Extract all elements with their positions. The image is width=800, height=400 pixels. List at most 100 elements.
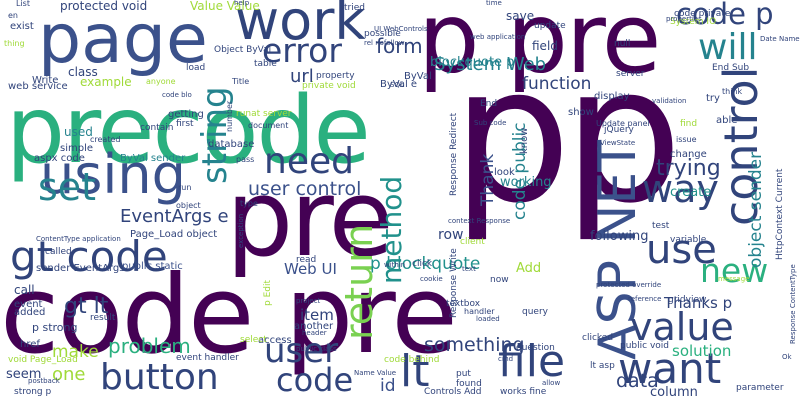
word-public-void: public void [620,341,669,351]
word-new: new [700,251,769,290]
word-lt-asp: lt asp [590,361,615,371]
word-sub-code: Sub code [474,119,507,127]
word-private-void: private void [302,81,356,91]
word-call: call [14,283,35,297]
word-within: within [384,261,406,269]
word-row: row [438,227,464,243]
word-variable: variable [670,235,707,245]
word-document: document [248,121,289,130]
word-href: href [20,339,40,350]
word-add: Add [516,261,542,276]
word-public-static: public static [122,261,183,272]
word-server: server [616,69,645,79]
word-code-private: code private [674,9,731,19]
word-controls-add: Controls Add [424,387,482,397]
word-sender-eventargs: sender EventArgs [36,263,125,274]
word-anyone: anyone [146,77,176,86]
word-write: Write [32,75,59,86]
word-create: create [670,185,712,200]
word-web-service: web service [8,81,68,92]
word-thanks-p: Thanks p [664,294,733,312]
word-find: find [680,119,698,129]
word-cmd: cmd [498,355,514,363]
word-web-ui: Web UI [284,260,337,278]
word-event-handler: event handler [176,353,239,363]
word-working: working [500,175,552,190]
word-change: change [670,149,707,160]
word-help: help [234,0,250,7]
word-end: End [480,99,498,109]
word-example: example [80,75,132,89]
word-object-sender: object sender [746,151,766,268]
word-property: property [316,71,355,81]
word-thank: Thank [478,153,498,206]
word-table: table [254,59,277,69]
word-trying: trying [656,156,721,181]
word-page: page [38,0,208,79]
word-code-pre: code pre [0,253,458,378]
word-user-control: user control [248,178,362,200]
word-jquery: jQuery [604,125,634,135]
word-column: column [650,385,698,400]
word-object: object [176,201,201,210]
word-know: know [519,127,530,154]
word-void-page-load: void Page_Load [8,355,78,365]
word-postback: postback [28,377,60,385]
word-database: database [208,139,255,150]
word-number: number [225,100,234,132]
word-name-value: Name Value [354,369,397,377]
word-test: test [652,221,670,231]
word-item: item [300,306,334,324]
word-value-value: Value Value [190,0,260,13]
word-load: load [186,63,206,73]
word-blockquote-p: blockquote p [430,55,515,70]
word-en: en [8,11,18,20]
word-value: value [630,305,734,349]
word-error: error [262,31,342,70]
word-following: following [590,229,649,244]
word-code-behind: code behind [384,355,440,365]
word-work: work [235,0,366,52]
word-save: save [506,9,535,23]
word-protected-void: protected void [60,0,148,13]
word-lt: lt [400,346,430,397]
word-created: created [90,135,121,144]
word-make: make [52,342,99,362]
word-something: something [424,334,525,356]
word-p-edit: p Edit [263,279,273,306]
word-runat-server: runat server [236,109,292,119]
word-byval-sender: ByVal sender [120,153,186,164]
word-need: need [264,141,354,182]
word-contenttype-application: ContentType application [36,235,121,243]
word-use: use [646,227,717,273]
word-ui-webcontrols: UI WebControls [374,25,428,33]
word-class: class [68,65,98,79]
word-header: header [302,329,327,337]
word-pass: pass [236,155,255,164]
word-possible: possible [364,29,401,39]
word-validation: validation [652,97,687,105]
word-time: time [486,0,502,7]
word-update: update [534,21,566,31]
word-context-response: context Response [448,217,511,225]
word-id: id [380,376,396,396]
word-data: data [616,370,659,392]
word-works-fine: works fine [500,387,547,397]
word-rel-nofollow: rel nofollow [364,39,405,47]
word-precode: precode [6,76,371,184]
word-set: set [38,165,97,209]
word-result: result [90,313,116,323]
word-date-name: Date Name [760,35,800,43]
word-used: used [64,125,93,139]
word-loaded: loaded [476,315,500,323]
word-clicked: clicked [582,333,614,343]
word-project: project [296,297,321,305]
word-will: will [698,27,758,68]
word-client: client [460,237,485,247]
word-eventargs-e: EventArgs e [120,206,229,227]
word-called: called [45,247,72,257]
word-type: type [240,199,258,208]
word-select: select [240,335,267,345]
word-p-strong: p strong [32,321,78,334]
